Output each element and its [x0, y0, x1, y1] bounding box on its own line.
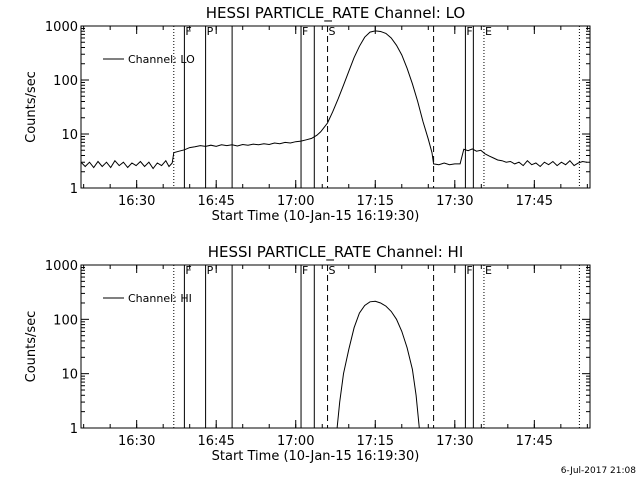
y-tick-label: 10 [61, 368, 78, 383]
x-tick-label: 17:45 [516, 434, 553, 449]
chart-title: HESSI PARTICLE_RATE Channel: HI [208, 243, 464, 262]
x-tick-label: 17:15 [357, 194, 394, 209]
x-tick-label: 17:00 [277, 194, 314, 209]
y-tick-label: 100 [53, 313, 78, 328]
x-tick-label: 17:15 [357, 434, 394, 449]
event-marker-label: F [466, 264, 472, 277]
y-tick-label: 1000 [45, 259, 78, 274]
event-marker-label: E [485, 264, 492, 277]
x-tick-label: 17:00 [277, 434, 314, 449]
x-tick-label: 16:45 [197, 194, 234, 209]
x-tick-label: 16:30 [118, 194, 155, 209]
y-tick-label: 1000 [45, 20, 78, 35]
event-marker-label: F [302, 264, 308, 277]
legend-entry: Channel: LO [128, 53, 195, 66]
event-marker-label: F [185, 25, 191, 38]
chart-panel-1: HESSI PARTICLE_RATE Channel: LO 1 10 100 100… [24, 4, 591, 224]
event-marker-label: S [329, 25, 336, 38]
x-tick-label: 16:30 [118, 434, 155, 449]
plot-frame [80, 25, 591, 189]
plot-frame [80, 264, 591, 429]
y-tick-label: 1 [70, 422, 78, 437]
event-marker-label: F [302, 25, 308, 38]
footer-date: 6-Jul-2017 21:08 [560, 466, 636, 476]
x-tick-label: 17:45 [516, 194, 553, 209]
event-marker-label: S [329, 264, 336, 277]
event-marker-label: F [466, 25, 472, 38]
x-tick-label: 17:30 [436, 434, 473, 449]
x-axis-label: Start Time (10-Jan-15 16:19:30) [212, 449, 420, 464]
series-line-1 [80, 30, 587, 170]
x-tick-label: 17:30 [436, 194, 473, 209]
x-tick-label: 16:45 [197, 434, 234, 449]
event-marker-label: F [185, 264, 191, 277]
chart-panel-2: HESSI PARTICLE_RATE Channel: HI 1 10 100 100… [24, 243, 591, 464]
y-axis-label: Counts/sec [24, 71, 39, 143]
y-tick-label: 1 [70, 182, 78, 197]
y-axis-label: Counts/sec [24, 311, 39, 383]
legend-entry: Channel: HI [128, 292, 192, 305]
event-marker-label: P [207, 264, 214, 277]
chart-title: HESSI PARTICLE_RATE Channel: LO [206, 4, 465, 23]
event-marker-label: E [485, 25, 492, 38]
event-marker-label: P [207, 25, 214, 38]
series-line-1 [336, 300, 420, 429]
y-tick-label: 100 [53, 74, 78, 89]
y-tick-label: 10 [61, 128, 78, 143]
x-axis-label: Start Time (10-Jan-15 16:19:30) [212, 209, 420, 224]
